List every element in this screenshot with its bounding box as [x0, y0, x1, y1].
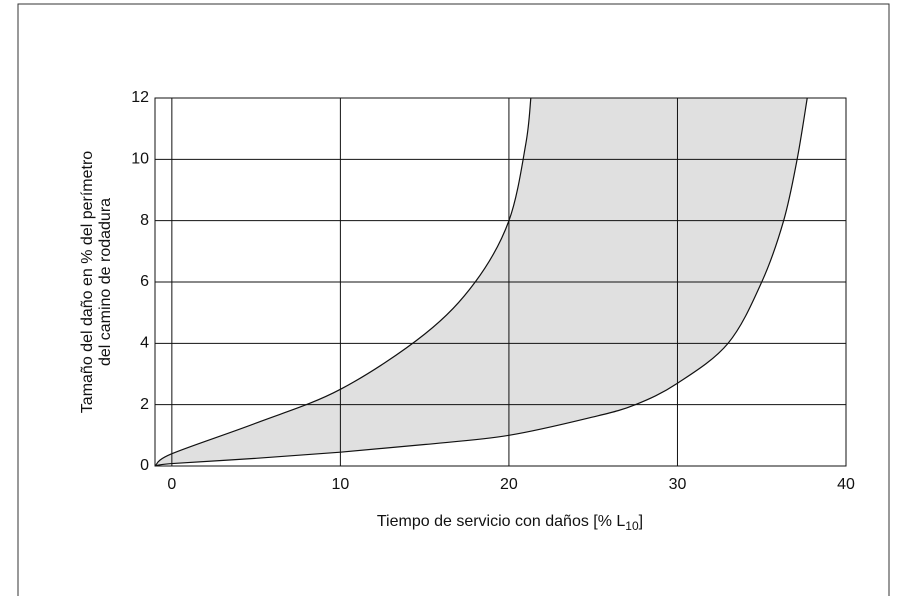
x-tick-label: 0 [167, 476, 176, 493]
y-tick-label: 0 [140, 457, 149, 474]
x-label-text: Tiempo de servicio con daños [% L [377, 513, 626, 530]
x-label-subscript: 10 [625, 519, 639, 533]
page-frame [17, 3, 890, 596]
y-tick-label: 8 [140, 212, 149, 229]
band-edge [154, 97, 532, 467]
x-tick-label: 10 [331, 476, 349, 493]
y-tick-label: 2 [140, 396, 149, 413]
y-tick-label: 4 [140, 335, 149, 352]
y-axis-label: Tamaño del daño en % del perímetro del c… [79, 151, 114, 413]
y-label-line: Tamaño del daño en % del perímetro [79, 151, 96, 413]
x-label-suffix: ] [639, 513, 643, 530]
y-tick-label: 12 [131, 89, 149, 106]
x-tick-label: 30 [669, 476, 687, 493]
y-label-line: del camino de rodadura [97, 198, 114, 366]
x-tick-label: 40 [837, 476, 855, 493]
x-axis-label: Tiempo de servicio con daños [% L10] [377, 513, 643, 533]
y-tick-label: 6 [140, 273, 149, 290]
plot-frame [154, 97, 847, 467]
y-tick-label: 10 [131, 151, 149, 168]
x-tick-label: 20 [500, 476, 518, 493]
band-edge [154, 97, 808, 467]
plot: 0 10 20 30 40 0 2 4 6 8 10 12 [131, 89, 855, 493]
